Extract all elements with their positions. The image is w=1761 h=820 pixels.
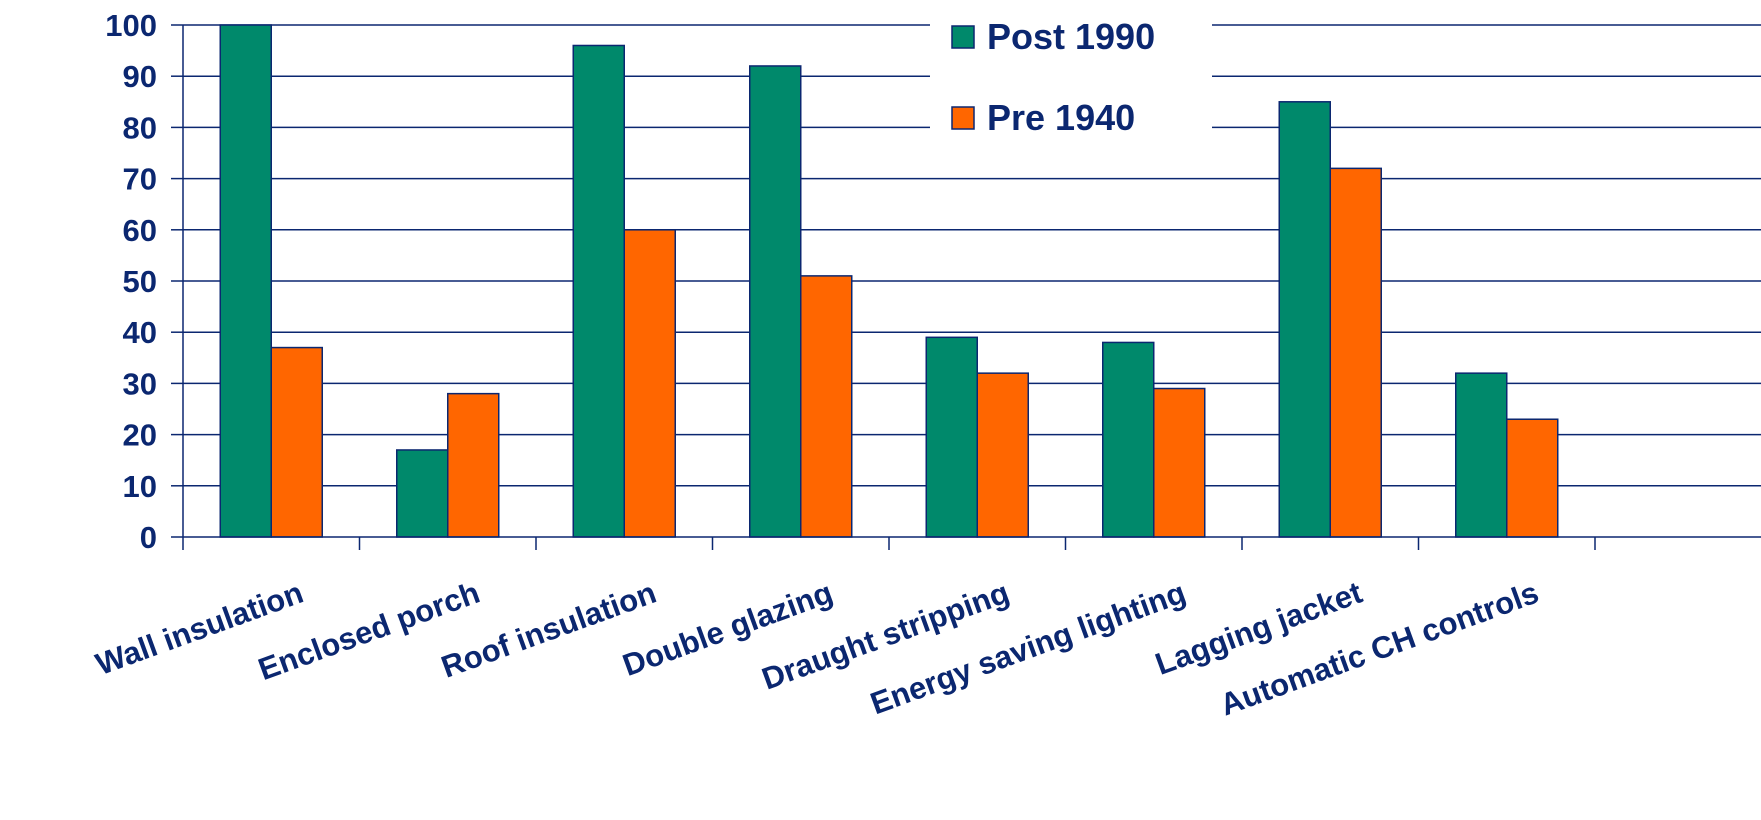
y-tick-label: 100 (105, 8, 157, 43)
y-tick-label: 70 (123, 162, 157, 197)
legend-background (930, 6, 1212, 142)
bar-post-1990 (749, 65, 802, 538)
bar-post-1990 (396, 449, 449, 538)
y-tick-labels: 0 10 20 30 40 50 60 70 80 90 100 (105, 8, 157, 555)
bar-pre-1940 (976, 372, 1029, 538)
bar-post-1990 (1102, 341, 1155, 538)
bar-post-1990 (219, 24, 272, 538)
y-tick-label: 30 (123, 366, 157, 401)
bar-pre-1940 (1329, 167, 1382, 538)
bar-post-1990 (572, 44, 625, 538)
bar-pre-1940 (1153, 387, 1206, 538)
y-tick-label: 0 (140, 520, 157, 555)
legend-label-post-1990: Post 1990 (987, 16, 1155, 57)
y-tick-label: 60 (123, 213, 157, 248)
bar-post-1990 (925, 336, 978, 538)
bar-pre-1940 (270, 346, 323, 538)
legend-label-pre-1940: Pre 1940 (987, 97, 1135, 138)
axes (171, 24, 1761, 550)
legend: Post 1990 Pre 1940 (930, 6, 1212, 142)
x-tick-label: Automatic CH controls (1216, 575, 1544, 723)
bars (219, 24, 1559, 538)
legend-swatch-pre-1940 (951, 106, 975, 130)
bar-pre-1940 (623, 229, 676, 538)
x-tick-label: Energy saving lighting (866, 575, 1190, 722)
bar-post-1990 (1278, 101, 1331, 538)
y-tick-label: 20 (123, 418, 157, 453)
y-tick-label: 50 (123, 264, 157, 299)
y-tick-label: 10 (123, 469, 157, 504)
bar-pre-1940 (800, 275, 853, 538)
y-tick-label: 90 (123, 59, 157, 94)
y-tick-label: 80 (123, 110, 157, 145)
legend-swatch-post-1990 (951, 25, 975, 49)
y-tick-label: 40 (123, 315, 157, 350)
bar-pre-1940 (1506, 418, 1559, 538)
bar-pre-1940 (447, 392, 500, 538)
bar-post-1990 (1455, 372, 1508, 538)
